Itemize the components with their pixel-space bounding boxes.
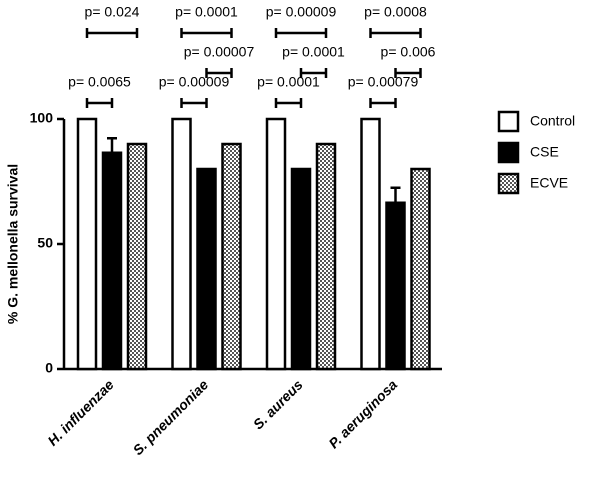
error-bar: [390, 186, 401, 203]
significance-bracket: [274, 28, 328, 38]
p-value-label: p= 0.00009: [266, 4, 337, 20]
y-tick-label: 50: [37, 235, 53, 251]
bar: [76, 117, 98, 371]
bar: [290, 167, 312, 371]
p-value-label: p= 0.024: [85, 4, 140, 20]
bar: [126, 142, 148, 371]
legend-label: CSE: [530, 144, 559, 160]
legend-swatch: [497, 110, 520, 133]
p-value-label: p= 0.0001: [257, 74, 320, 90]
significance-bracket: [85, 28, 139, 38]
error-bar: [107, 137, 117, 153]
significance-bracket: [299, 68, 328, 78]
significance-bracket: [369, 98, 397, 108]
legend-label: ECVE: [530, 175, 568, 191]
significance-bracket: [274, 98, 303, 108]
x-tick-label: H. influenzae: [44, 376, 117, 449]
p-value-label: p= 0.006: [381, 44, 436, 60]
bar: [196, 167, 217, 371]
x-tick-label: S. aureus: [250, 376, 306, 432]
bar: [101, 151, 123, 371]
bar: [385, 201, 406, 371]
p-value-label: p= 0.00079: [348, 74, 419, 90]
legend-label: Control: [530, 113, 575, 129]
p-value-label: p= 0.0001: [175, 4, 238, 20]
p-value-label: p= 0.00009: [159, 74, 230, 90]
significance-bracket: [205, 68, 233, 78]
bar: [315, 142, 337, 371]
bar: [171, 117, 192, 371]
y-tick-label: 0: [45, 360, 53, 376]
bar: [221, 142, 242, 371]
p-value-label: p= 0.0065: [68, 74, 131, 90]
bar: [410, 167, 431, 371]
significance-bracket: [394, 68, 422, 78]
bar: [265, 117, 287, 371]
x-tick-label: S. pneumoniae: [130, 376, 212, 458]
y-axis-label: % G. mellonella survival: [5, 164, 21, 324]
significance-bracket: [180, 28, 233, 38]
p-value-label: p= 0.0008: [364, 4, 427, 20]
legend-swatch: [497, 172, 520, 195]
y-tick-label: 100: [30, 110, 54, 126]
x-tick-label: P. aeruginosa: [325, 376, 400, 451]
significance-bracket: [180, 98, 208, 108]
significance-bracket: [369, 28, 422, 38]
bar: [360, 117, 381, 371]
p-value-label: p= 0.0001: [282, 44, 345, 60]
p-value-label: p= 0.00007: [184, 44, 255, 60]
legend-swatch: [497, 141, 520, 164]
significance-bracket: [85, 98, 114, 108]
